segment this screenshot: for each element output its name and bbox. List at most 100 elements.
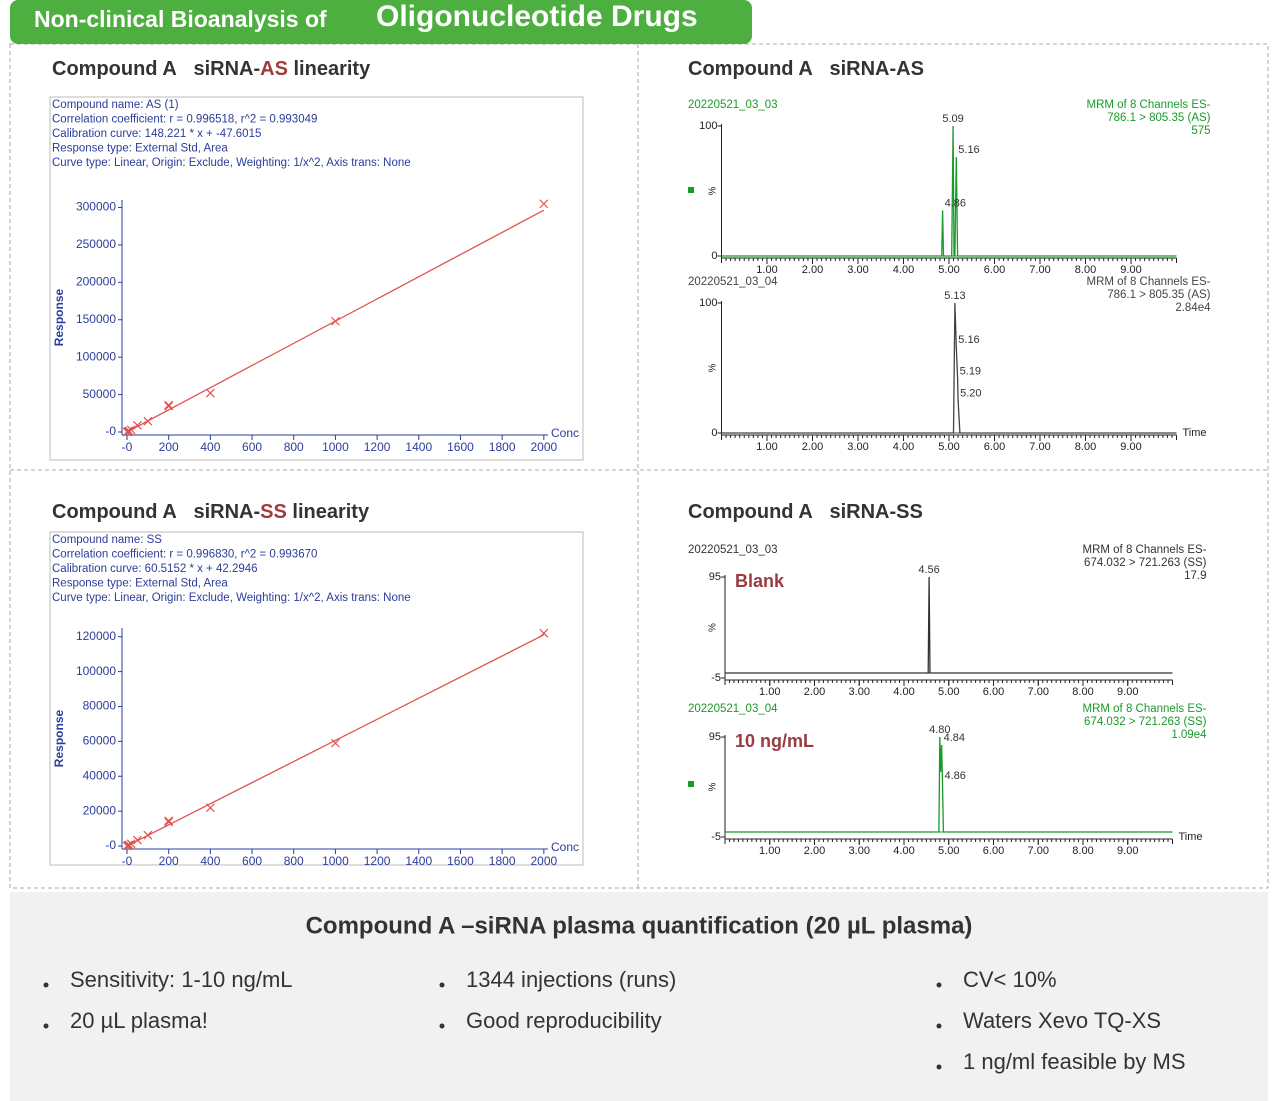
y-tick-label: 100 bbox=[699, 120, 717, 132]
y-tick-label: -0 bbox=[105, 838, 116, 852]
bullet bbox=[439, 982, 445, 988]
bullet bbox=[936, 1064, 942, 1070]
x-tick-label: 1800 bbox=[489, 440, 516, 454]
x-tick-label: 1400 bbox=[405, 440, 432, 454]
x-tick-label: 7.00 bbox=[1028, 845, 1049, 857]
trace-info: 786.1 > 805.35 (AS) bbox=[1107, 112, 1210, 124]
trace-annotation: Blank bbox=[735, 571, 785, 591]
y-tick-label: -5 bbox=[711, 831, 721, 843]
title-part: AS bbox=[260, 58, 288, 80]
y-axis-label: Response bbox=[52, 710, 66, 768]
y-axis-label: % bbox=[708, 363, 719, 372]
y-tick-label: 40000 bbox=[83, 768, 117, 782]
data-point bbox=[126, 425, 136, 435]
x-tick-label: 2000 bbox=[530, 854, 557, 868]
x-tick-label: 2.00 bbox=[804, 845, 825, 857]
x-tick-label: 9.00 bbox=[1120, 264, 1141, 276]
x-tick-label: 9.00 bbox=[1120, 441, 1141, 453]
x-tick-label: 800 bbox=[284, 854, 304, 868]
y-tick-label: 300000 bbox=[76, 200, 116, 214]
legend-marker bbox=[688, 187, 694, 193]
title-part: siRNA-SS bbox=[829, 501, 922, 523]
x-tick-label: 8.00 bbox=[1072, 686, 1093, 698]
title-part: Compound A bbox=[688, 58, 813, 80]
x-tick-label: 6.00 bbox=[984, 441, 1005, 453]
data-point bbox=[164, 817, 174, 827]
peak-label: 4.80 bbox=[929, 724, 950, 736]
peak-label: 5.19 bbox=[960, 365, 981, 377]
peak-label: 4.56 bbox=[918, 564, 939, 576]
sample-id: 20220521_03_03 bbox=[688, 99, 778, 111]
trace-info: 1.09e4 bbox=[1171, 729, 1207, 741]
x-tick-label: 4.00 bbox=[893, 264, 914, 276]
sample-id: 20220521_03_04 bbox=[688, 703, 778, 715]
info-line: Correlation coefficient: r = 0.996830, r… bbox=[52, 549, 317, 561]
bullet bbox=[439, 1023, 445, 1029]
trace-info: 2.84e4 bbox=[1175, 302, 1211, 314]
chart-title: Compound A siRNA-AS bbox=[688, 58, 924, 80]
x-tick-label: 9.00 bbox=[1117, 686, 1138, 698]
y-axis-label: Response bbox=[52, 289, 66, 347]
trace-info: MRM of 8 Channels ES- bbox=[1083, 544, 1207, 556]
x-tick-label: 1.00 bbox=[759, 686, 780, 698]
x-tick-label: 200 bbox=[159, 854, 179, 868]
trace-info: 674.032 > 721.263 (SS) bbox=[1084, 557, 1207, 569]
summary-item: Waters Xevo TQ-XS bbox=[963, 1008, 1161, 1033]
trace-info: MRM of 8 Channels ES- bbox=[1083, 703, 1207, 715]
info-line: Correlation coefficient: r = 0.996518, r… bbox=[52, 114, 317, 126]
x-tick-label: 1400 bbox=[405, 854, 432, 868]
x-tick-label: 8.00 bbox=[1075, 264, 1096, 276]
trace-info: 575 bbox=[1191, 125, 1210, 137]
data-point bbox=[539, 199, 549, 209]
data-point bbox=[539, 628, 549, 638]
y-tick-label: 100 bbox=[699, 297, 717, 309]
trace-info: MRM of 8 Channels ES- bbox=[1087, 276, 1211, 288]
bullet bbox=[43, 982, 49, 988]
x-tick-label: 400 bbox=[200, 440, 220, 454]
legend-marker bbox=[688, 781, 694, 787]
title-part: Compound A bbox=[688, 501, 813, 523]
peak-label: 5.16 bbox=[958, 144, 979, 156]
info-line: Curve type: Linear, Origin: Exclude, Wei… bbox=[52, 592, 411, 604]
x-tick-label: 1000 bbox=[322, 440, 349, 454]
summary-title: Compound A –siRNA plasma quantification … bbox=[306, 912, 973, 939]
y-tick-label: 60000 bbox=[83, 734, 117, 748]
data-point bbox=[143, 416, 153, 426]
x-tick-label: 4.00 bbox=[893, 441, 914, 453]
trace-info: MRM of 8 Channels ES- bbox=[1087, 99, 1211, 111]
summary-box bbox=[10, 892, 1268, 1101]
fit-line bbox=[126, 634, 545, 847]
x-tick-label: -0 bbox=[122, 854, 133, 868]
info-line: Calibration curve: 60.5152 * x + 42.2946 bbox=[52, 563, 258, 575]
trace-info: 674.032 > 721.263 (SS) bbox=[1084, 716, 1207, 728]
x-tick-label: 7.00 bbox=[1029, 264, 1050, 276]
x-tick-label: 3.00 bbox=[847, 264, 868, 276]
x-tick-label: 400 bbox=[200, 854, 220, 868]
y-tick-label: 150000 bbox=[76, 312, 116, 326]
chart-title: Compound A siRNA-SS linearity bbox=[52, 501, 370, 523]
data-point bbox=[132, 835, 142, 845]
x-axis-label: Conc bbox=[551, 840, 579, 854]
title-part: siRNA-AS bbox=[829, 58, 923, 80]
y-tick-label: 250000 bbox=[76, 237, 116, 251]
info-line: Compound name: AS (1) bbox=[52, 99, 179, 111]
x-tick-label: 1.00 bbox=[756, 264, 777, 276]
data-point bbox=[126, 839, 136, 849]
x-tick-label: 6.00 bbox=[983, 845, 1004, 857]
info-line: Response type: External Std, Area bbox=[52, 143, 228, 155]
x-tick-label: 600 bbox=[242, 440, 262, 454]
title-part: linearity bbox=[292, 501, 370, 523]
y-tick-label: 95 bbox=[709, 571, 721, 583]
y-tick-label: 80000 bbox=[83, 699, 117, 713]
peak-label: 5.16 bbox=[958, 334, 979, 346]
title-part: Compound A bbox=[52, 58, 177, 80]
header-emphasis: Oligonucleotide Drugs bbox=[376, 0, 698, 33]
x-tick-label: 1000 bbox=[322, 854, 349, 868]
data-point bbox=[205, 388, 215, 398]
data-point bbox=[330, 316, 340, 326]
y-tick-label: -0 bbox=[105, 424, 116, 438]
x-tick-label: 6.00 bbox=[984, 264, 1005, 276]
sample-id: 20220521_03_04 bbox=[688, 276, 778, 288]
summary-item: CV< 10% bbox=[963, 967, 1057, 992]
